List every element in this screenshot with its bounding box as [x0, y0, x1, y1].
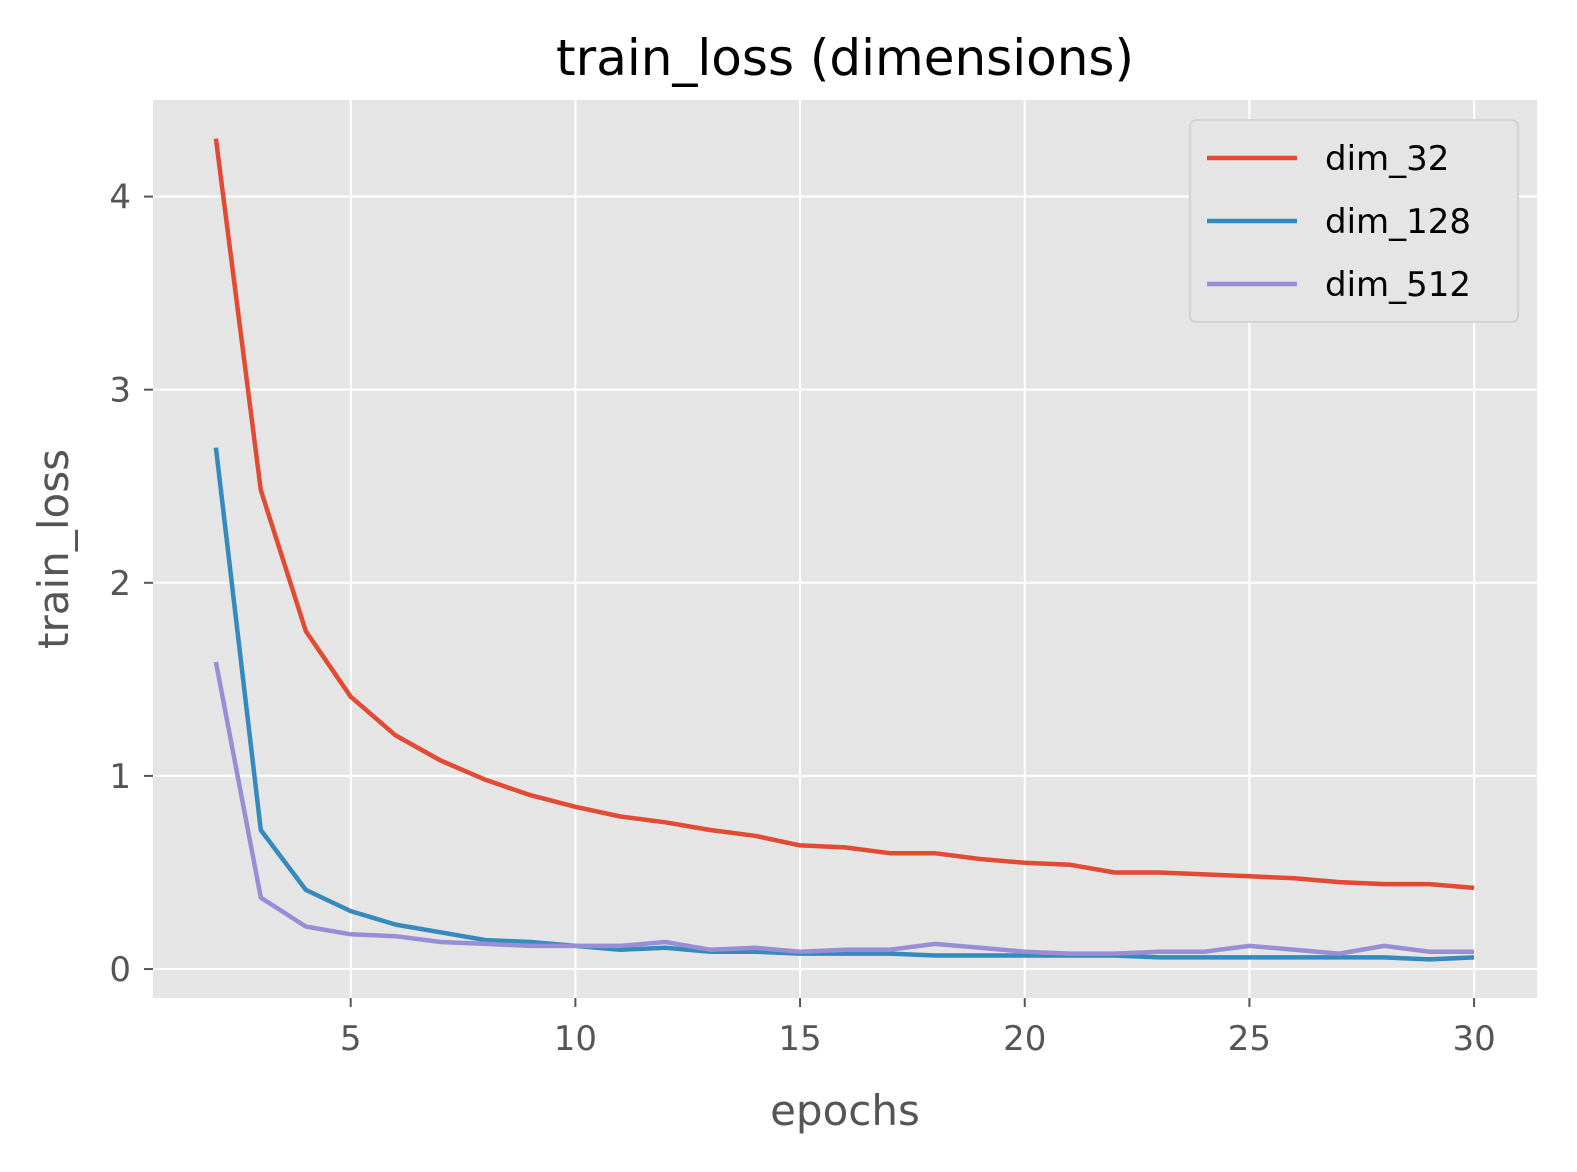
legend-label-dim_128: dim_128	[1325, 202, 1471, 242]
legend: dim_32 dim_128 dim_512	[1189, 119, 1519, 323]
axis-ticks: 5 10 15 20 25 30 0 1 2 3 4	[109, 178, 1495, 1059]
x-axis-label: epochs	[770, 1086, 920, 1135]
x-tick-label: 20	[1003, 1019, 1046, 1059]
y-tick-label: 1	[109, 757, 131, 797]
x-tick-label: 15	[778, 1019, 821, 1059]
x-tick-label: 25	[1228, 1019, 1271, 1059]
legend-box	[1189, 119, 1519, 323]
legend-label-dim_512: dim_512	[1325, 265, 1471, 305]
series-line-dim_32	[213, 138, 1475, 891]
series-line-dim_128	[213, 447, 1475, 962]
y-axis-label: train_loss	[29, 449, 78, 649]
y-tick-label: 3	[109, 371, 131, 411]
y-tick-label: 0	[109, 950, 131, 990]
x-tick-label: 30	[1452, 1019, 1495, 1059]
series-line-dim_512	[213, 661, 1475, 956]
chart-title: train_loss (dimensions)	[556, 29, 1134, 87]
y-tick-label: 2	[109, 564, 131, 604]
series-lines	[213, 138, 1475, 962]
x-tick-label: 10	[554, 1019, 597, 1059]
x-tick-label: 5	[340, 1019, 362, 1059]
legend-label-dim_32: dim_32	[1325, 139, 1449, 179]
y-tick-label: 4	[109, 178, 131, 218]
